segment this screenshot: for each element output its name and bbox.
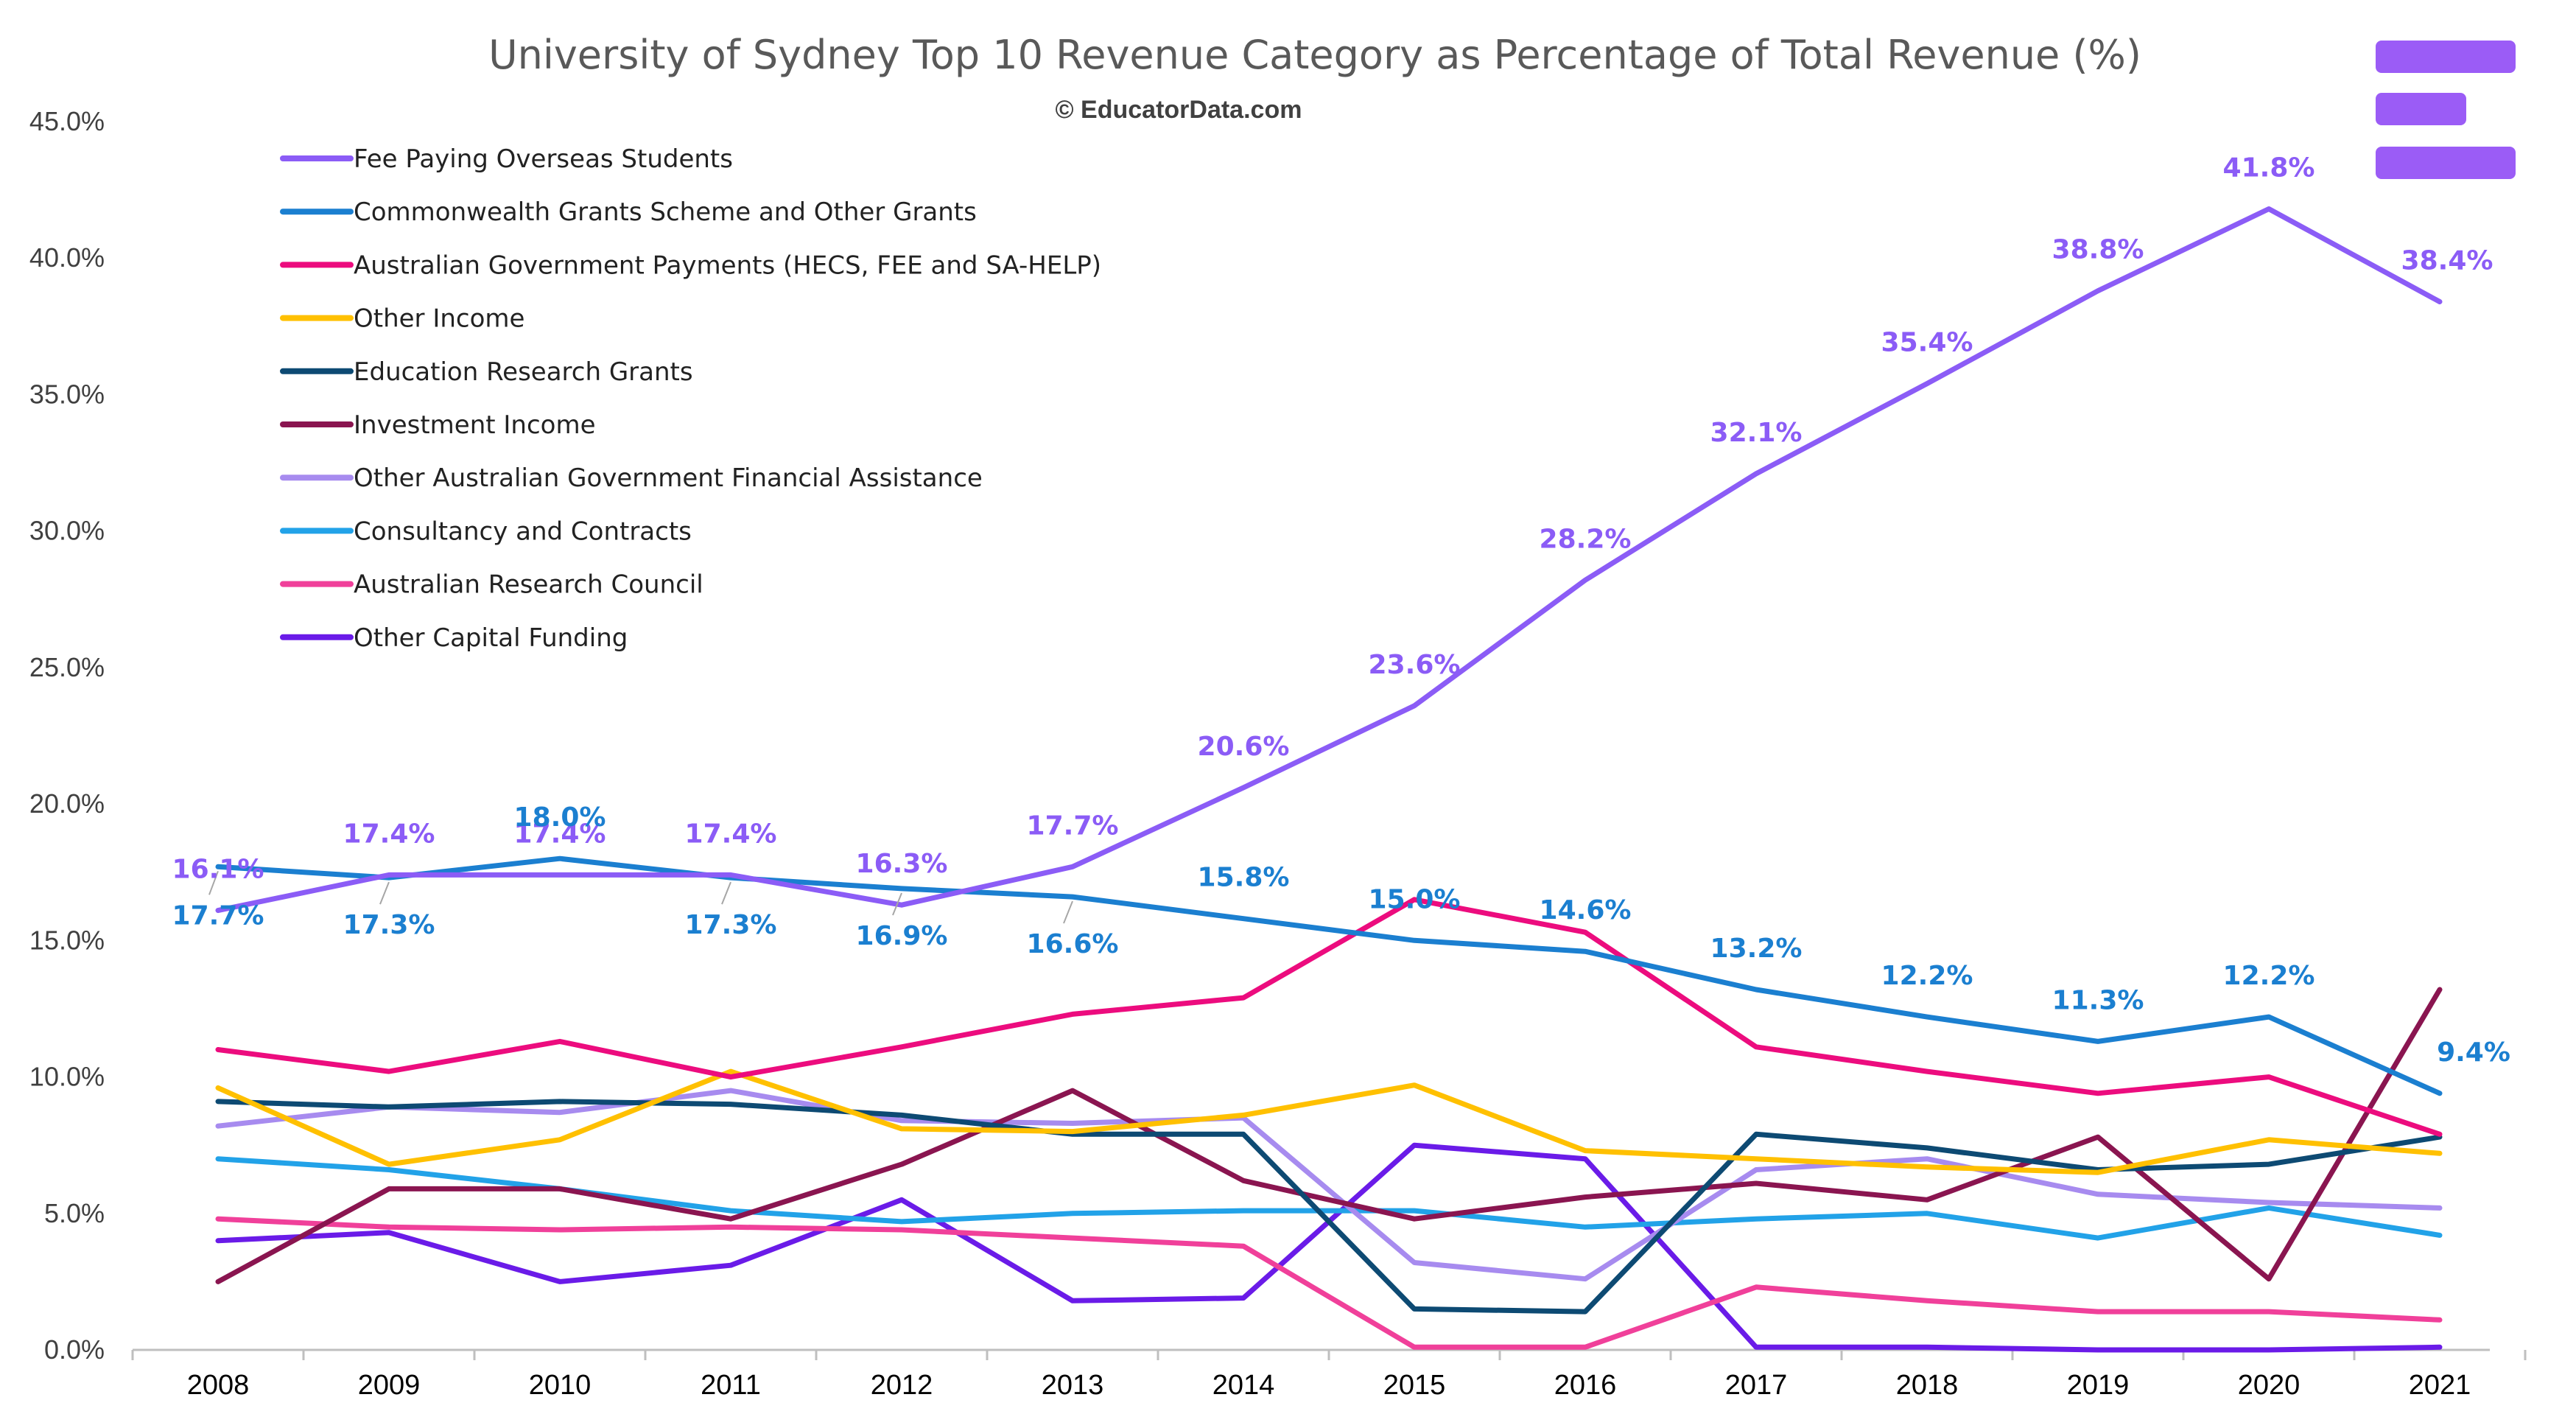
chart-subtitle: © EducatorData.com bbox=[1056, 96, 1302, 124]
series-line bbox=[215, 1099, 2443, 1315]
y-tick-label: 10.0% bbox=[29, 1062, 105, 1092]
legend-label: Fee Paying Overseas Students bbox=[354, 144, 733, 174]
y-tick-label: 15.0% bbox=[29, 925, 105, 955]
legend-label: Australian Research Council bbox=[354, 570, 703, 600]
y-tick-label: 20.0% bbox=[29, 788, 105, 819]
x-tick-label: 2011 bbox=[701, 1370, 761, 1401]
data-label: 14.6% bbox=[1540, 895, 1632, 925]
x-tick-label: 2013 bbox=[1042, 1370, 1104, 1401]
y-tick-label: 0.0% bbox=[44, 1334, 105, 1365]
legend: Fee Paying Overseas Students Commonwealth… bbox=[280, 144, 1101, 653]
logo-bar-middle bbox=[2376, 93, 2466, 125]
data-label: 12.2% bbox=[2223, 961, 2315, 991]
legend-label: Commonwealth Grants Scheme and Other Gra… bbox=[354, 197, 977, 227]
x-tick-label: 2020 bbox=[2238, 1370, 2300, 1401]
x-tick-label: 2014 bbox=[1212, 1370, 1275, 1401]
x-axis: 2008 2009 2010 2011 2012 2013 2014 2015 2016 2017… bbox=[187, 1370, 2471, 1401]
data-label: 9.4% bbox=[2437, 1037, 2510, 1068]
legend-label: Other Australian Government Financial As… bbox=[354, 463, 983, 493]
data-label: 23.6% bbox=[1369, 650, 1461, 680]
x-axis-ticks bbox=[131, 1350, 2527, 1360]
x-tick-label: 2016 bbox=[1554, 1370, 1617, 1401]
legend-label: Other Income bbox=[354, 304, 524, 334]
data-label: 35.4% bbox=[1881, 328, 1973, 358]
x-tick-label: 2017 bbox=[1725, 1370, 1788, 1401]
y-tick-label: 35.0% bbox=[29, 379, 105, 409]
y-tick-label: 30.0% bbox=[29, 516, 105, 546]
data-label: 16.3% bbox=[856, 849, 948, 879]
data-label: 17.3% bbox=[343, 910, 435, 940]
data-label: 17.4% bbox=[514, 819, 606, 849]
data-label-leaders bbox=[208, 870, 1073, 924]
data-label: 17.7% bbox=[172, 900, 264, 931]
data-label: 16.9% bbox=[856, 921, 948, 951]
y-tick-label: 45.0% bbox=[29, 106, 105, 136]
data-label: 20.6% bbox=[1198, 732, 1290, 762]
data-label: 18.0% bbox=[514, 802, 606, 833]
logo-bar-top bbox=[2376, 41, 2516, 73]
data-label-leader bbox=[721, 881, 731, 905]
legend-label: Consultancy and Contracts bbox=[354, 517, 692, 546]
y-tick-label: 40.0% bbox=[29, 242, 105, 273]
data-label: 13.2% bbox=[1710, 934, 1803, 964]
data-label: 16.1% bbox=[172, 855, 264, 885]
x-tick-label: 2010 bbox=[529, 1370, 592, 1401]
y-axis: 0.0% 5.0% 10.0% 15.0% 20.0% 25.0% 30.0% 35.0% 40… bbox=[29, 106, 105, 1365]
series-lines bbox=[215, 206, 2443, 1353]
x-tick-label: 2019 bbox=[2067, 1370, 2130, 1401]
data-label: 17.3% bbox=[685, 910, 777, 940]
data-label: 12.2% bbox=[1881, 961, 1973, 991]
data-label: 17.4% bbox=[685, 819, 777, 849]
y-tick-label: 25.0% bbox=[29, 652, 105, 682]
data-label: 15.0% bbox=[1369, 884, 1461, 914]
data-label: 11.3% bbox=[2052, 985, 2144, 1015]
data-labels: 16.1% 17.4% 17.4% 17.4% 16.3% 17.7% 20.6% 23.6%… bbox=[172, 153, 2510, 1068]
y-tick-label: 5.0% bbox=[44, 1198, 105, 1228]
data-label: 15.8% bbox=[1198, 863, 1290, 893]
chart-title: University of Sydney Top 10 Revenue Cate… bbox=[488, 32, 2141, 78]
x-tick-label: 2015 bbox=[1383, 1370, 1446, 1401]
legend-label: Education Research Grants bbox=[354, 357, 693, 387]
x-tick-label: 2012 bbox=[871, 1370, 933, 1401]
data-label: 17.4% bbox=[343, 819, 435, 849]
series-line bbox=[215, 855, 2443, 1096]
x-tick-label: 2009 bbox=[358, 1370, 421, 1401]
data-label: 17.7% bbox=[1027, 811, 1119, 841]
x-tick-label: 2008 bbox=[187, 1370, 250, 1401]
series-line bbox=[215, 987, 2443, 1284]
data-label-leader bbox=[1063, 900, 1073, 924]
legend-label: Australian Government Payments (HECS, FE… bbox=[354, 251, 1101, 280]
data-label: 32.1% bbox=[1710, 418, 1803, 448]
series-line bbox=[215, 1088, 2443, 1282]
data-label: 16.6% bbox=[1027, 929, 1119, 959]
data-label: 41.8% bbox=[2223, 153, 2315, 183]
series-line bbox=[215, 897, 2443, 1137]
logo-bar-bottom bbox=[2376, 147, 2516, 179]
legend-label: Other Capital Funding bbox=[354, 623, 628, 653]
x-tick-label: 2021 bbox=[2409, 1370, 2471, 1401]
x-tick-label: 2018 bbox=[1896, 1370, 1959, 1401]
data-label-leader bbox=[379, 881, 390, 905]
series-line bbox=[215, 1068, 2443, 1175]
data-label-leader bbox=[892, 892, 902, 916]
data-label: 28.2% bbox=[1540, 524, 1632, 554]
series-line bbox=[215, 206, 2443, 914]
data-label-leader bbox=[208, 870, 219, 895]
series-line bbox=[215, 1216, 2443, 1350]
data-label: 38.8% bbox=[2052, 235, 2144, 265]
data-label: 38.4% bbox=[2401, 245, 2493, 276]
legend-label: Investment Income bbox=[354, 410, 596, 440]
educatordata-logo-icon bbox=[2376, 41, 2516, 179]
